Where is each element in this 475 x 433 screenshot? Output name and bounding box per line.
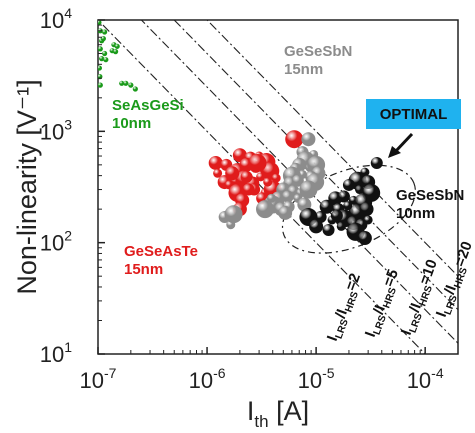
gesesbn15-label: GeSeSbN 15nm: [284, 43, 352, 78]
y-tick-label-3: 104: [40, 5, 72, 33]
point-geseaste-15nm-0: [285, 130, 304, 149]
ratio-line-5: [140, 20, 458, 344]
annotations: SeAsGeSi 10nm GeSeSbN 15nm GeSeAsTe 15nm GeSeS…: [112, 43, 475, 343]
point-gesesbn-10nm-11: [319, 199, 334, 214]
point-gesesbn-15nm-0: [301, 132, 316, 147]
point-gesesbn-15nm-27: [256, 200, 275, 219]
point-gesesbn-15nm-31: [224, 205, 243, 224]
point-geseaste-15nm-19: [256, 172, 266, 182]
point-seasgesi-10nm-18: [128, 82, 134, 88]
data-points: [98, 20, 383, 246]
point-gesesbn-10nm-29: [343, 201, 353, 211]
gesesbn10-label: GeSeSbN 10nm: [396, 187, 464, 222]
point-seasgesi-10nm-5: [98, 46, 103, 52]
point-seasgesi-10nm-4: [100, 36, 106, 42]
point-gesesbn-10nm-15: [359, 202, 374, 217]
point-seasgesi-10nm-2: [102, 29, 108, 35]
point-gesesbn-10nm-0: [370, 156, 383, 169]
seasgesi-label: SeAsGeSi 10nm: [112, 97, 184, 132]
point-gesesbn-10nm-24: [322, 223, 335, 236]
ratio-line-10: [173, 20, 458, 311]
point-seasgesi-10nm-6: [102, 50, 108, 57]
geseaste-label: GeSeAsTe 15nm: [124, 243, 198, 278]
point-gesesbn-15nm-26: [267, 193, 277, 203]
point-gesesbn-15nm-21: [281, 190, 294, 203]
point-seasgesi-10nm-0: [98, 20, 102, 26]
point-geseaste-15nm-1: [208, 155, 223, 170]
point-geseaste-15nm-18: [240, 170, 253, 183]
optimal-arrow-head: [388, 146, 401, 158]
point-seasgesi-10nm-15: [98, 82, 103, 88]
point-gesesbn-15nm-28: [278, 205, 293, 220]
x-tick-label-3: 10-4: [407, 365, 444, 393]
optimal-label: OPTIMAL: [380, 106, 448, 123]
point-seasgesi-10nm-13: [98, 65, 102, 71]
point-geseaste-15nm-3: [213, 168, 223, 178]
point-seasgesi-10nm-7: [99, 56, 105, 62]
point-gesesbn-10nm-27: [357, 231, 372, 246]
ratio-label-10: ILRS/IHRS=10: [398, 257, 444, 338]
point-seasgesi-10nm-17: [123, 80, 129, 86]
point-seasgesi-10nm-12: [112, 49, 119, 55]
point-geseaste-15nm-27: [263, 177, 273, 187]
axes: 10-7 10-6 10-5 10-4 101 102 103 104 Ith [A] Non-l…: [12, 5, 444, 431]
point-seasgesi-10nm-16: [119, 80, 125, 86]
y-tick-label-0: 101: [40, 339, 72, 367]
point-gesesbn-10nm-23: [309, 219, 324, 234]
point-gesesbn-10nm-25: [336, 221, 346, 231]
x-tick-label-1: 10-6: [189, 365, 226, 393]
point-gesesbn-10nm-28: [330, 209, 343, 222]
point-seasgesi-10nm-10: [114, 43, 120, 49]
point-gesesbn-10nm-4: [342, 178, 355, 191]
optimal-box: [366, 99, 461, 129]
point-geseaste-15nm-28: [248, 153, 267, 172]
x-tick-label-2: 10-5: [298, 365, 335, 393]
point-seasgesi-10nm-8: [103, 57, 109, 63]
point-gesesbn-10nm-5: [355, 185, 365, 195]
point-geseaste-15nm-25: [225, 166, 240, 181]
y-tick-label-2: 103: [40, 116, 72, 144]
point-gesesbn-10nm-8: [337, 190, 350, 203]
optimal-arrow-shaft: [393, 132, 414, 154]
point-gesesbn-15nm-19: [299, 180, 318, 199]
y-axis-label: Non-linearity [V⁻¹]: [12, 79, 42, 294]
point-gesesbn-15nm-13: [291, 174, 304, 187]
point-seasgesi-10nm-19: [132, 86, 138, 92]
point-geseaste-15nm-26: [242, 183, 255, 196]
y-tick-label-1: 102: [40, 228, 72, 256]
point-gesesbn-10nm-21: [363, 215, 373, 225]
point-geseaste-15nm-31: [271, 173, 281, 183]
x-tick-label-0: 10-7: [80, 365, 117, 393]
ratio-line-20: [206, 20, 458, 277]
x-axis-label: Ith [A]: [247, 396, 309, 431]
